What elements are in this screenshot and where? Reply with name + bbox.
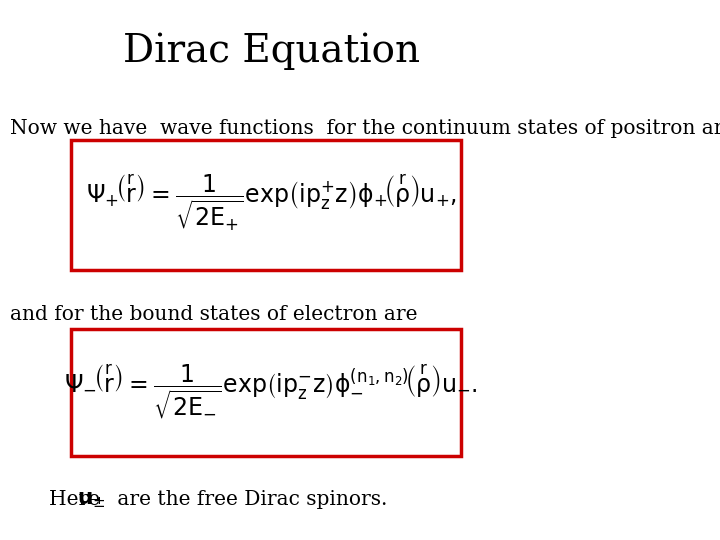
Text: Dirac Equation: Dirac Equation	[122, 32, 420, 70]
Text: $\mathbf{u}_{\pm}$: $\mathbf{u}_{\pm}$	[77, 489, 106, 510]
Text: $\Psi_{-}\!\left(\overset{\rm r}{r}\right)=\dfrac{1}{\sqrt{2E_{-}}}\exp\!\left(i: $\Psi_{-}\!\left(\overset{\rm r}{r}\righ…	[64, 362, 478, 421]
Text: Now we have  wave functions  for the continuum states of positron are: Now we have wave functions for the conti…	[10, 119, 720, 138]
Text: $\Psi_{+}\!\left(\overset{\rm r}{r}\right)=\dfrac{1}{\sqrt{2E_{+}}}\exp\!\left(i: $\Psi_{+}\!\left(\overset{\rm r}{r}\righ…	[86, 172, 456, 233]
Text: and for the bound states of electron are: and for the bound states of electron are	[10, 305, 418, 324]
Text: are the free Dirac spinors.: are the free Dirac spinors.	[111, 490, 387, 509]
Text: Here: Here	[49, 490, 107, 509]
